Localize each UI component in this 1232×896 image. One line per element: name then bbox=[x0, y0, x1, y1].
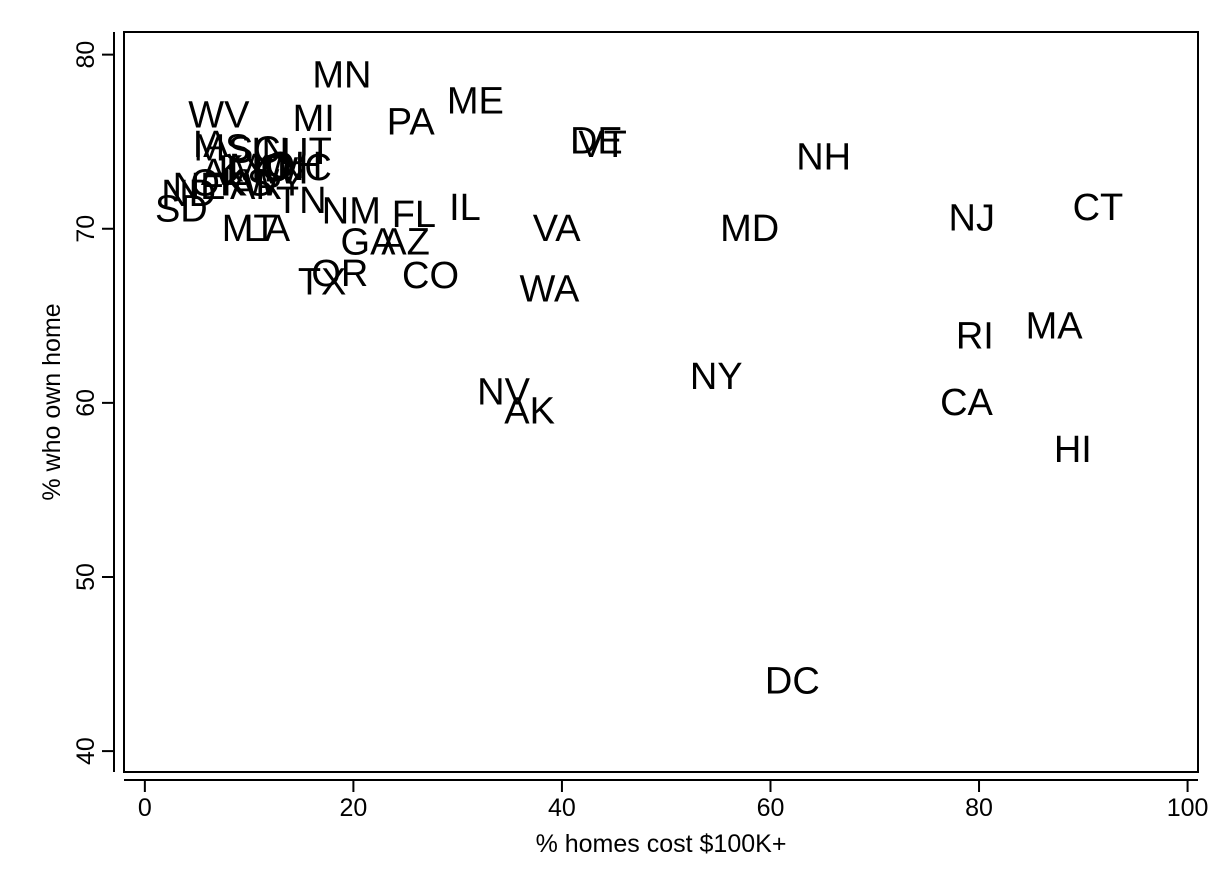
point-ia: IA bbox=[193, 124, 230, 166]
point-al: AL bbox=[201, 152, 247, 194]
point-wv: WV bbox=[188, 95, 250, 137]
y-tick-label: 70 bbox=[72, 215, 100, 243]
point-dc: DC bbox=[765, 660, 820, 702]
point-ky: KY bbox=[219, 149, 270, 191]
point-sd: SD bbox=[155, 189, 208, 231]
point-ar: AR bbox=[230, 166, 283, 208]
point-ri: RI bbox=[956, 316, 994, 358]
point-tx: TX bbox=[298, 262, 347, 304]
point-ny: NY bbox=[690, 356, 743, 398]
point-mt: MT bbox=[222, 208, 277, 250]
point-oh: OH bbox=[265, 145, 322, 187]
x-axis-title: % homes cost $100K+ bbox=[536, 830, 787, 858]
point-id: ID bbox=[253, 149, 291, 191]
point-fl: FL bbox=[392, 194, 436, 236]
x-tick-label: 20 bbox=[339, 794, 367, 822]
plot-area-frame bbox=[123, 31, 1199, 773]
point-mi: MI bbox=[293, 98, 335, 140]
point-nc: NC bbox=[277, 147, 332, 189]
point-nv: NV bbox=[477, 371, 530, 413]
point-nj: NJ bbox=[949, 197, 995, 239]
y-tick-label: 60 bbox=[72, 389, 100, 417]
y-tick-label: 80 bbox=[72, 41, 100, 69]
x-axis: 0 20 40 60 80 100 bbox=[124, 779, 1209, 822]
point-ne: NE bbox=[173, 166, 226, 208]
x-tick-label: 80 bbox=[965, 794, 993, 822]
point-wi: WI bbox=[262, 150, 308, 192]
point-or: OR bbox=[311, 253, 368, 295]
point-ct: CT bbox=[1073, 187, 1124, 229]
point-mo: MO bbox=[229, 147, 290, 189]
point-mn: MN bbox=[312, 55, 371, 97]
point-hi: HI bbox=[1054, 429, 1092, 471]
x-tick-label: 40 bbox=[548, 794, 576, 822]
point-ms: MS bbox=[194, 128, 251, 170]
point-nd: ND bbox=[161, 173, 216, 215]
point-ut: UT bbox=[281, 131, 332, 173]
point-vt: VT bbox=[578, 124, 627, 166]
point-ks: KS bbox=[222, 162, 273, 204]
point-nm: NM bbox=[322, 190, 381, 232]
point-de: DE bbox=[570, 121, 623, 163]
point-nh: NH bbox=[796, 136, 851, 178]
point-az: AZ bbox=[381, 222, 430, 264]
point-sc: SC bbox=[228, 129, 281, 171]
y-axis: 40 50 60 70 80 bbox=[72, 32, 115, 772]
y-tick-label: 50 bbox=[72, 563, 100, 591]
point-pa: PA bbox=[387, 102, 436, 144]
point-ok: OK bbox=[190, 162, 245, 204]
point-ca: CA bbox=[940, 382, 993, 424]
point-co: CO bbox=[402, 255, 459, 297]
point-wa: WA bbox=[520, 269, 580, 311]
point-ak: AK bbox=[504, 391, 555, 433]
point-va: VA bbox=[533, 208, 582, 250]
point-md: MD bbox=[720, 208, 779, 250]
point-wy: WY bbox=[244, 162, 305, 204]
point-me: ME bbox=[447, 81, 504, 123]
point-in: IN bbox=[251, 131, 289, 173]
point-ma: MA bbox=[1026, 305, 1084, 347]
y-axis-title: % who own home bbox=[38, 303, 66, 500]
x-tick-label: 0 bbox=[138, 794, 152, 822]
point-la: LA bbox=[244, 208, 291, 250]
point-tn: TN bbox=[276, 180, 327, 222]
point-il: IL bbox=[449, 187, 481, 229]
x-tick-label: 60 bbox=[757, 794, 785, 822]
point-ga: GA bbox=[341, 222, 397, 264]
x-tick-label: 100 bbox=[1167, 794, 1209, 822]
y-tick-label: 40 bbox=[72, 737, 100, 765]
